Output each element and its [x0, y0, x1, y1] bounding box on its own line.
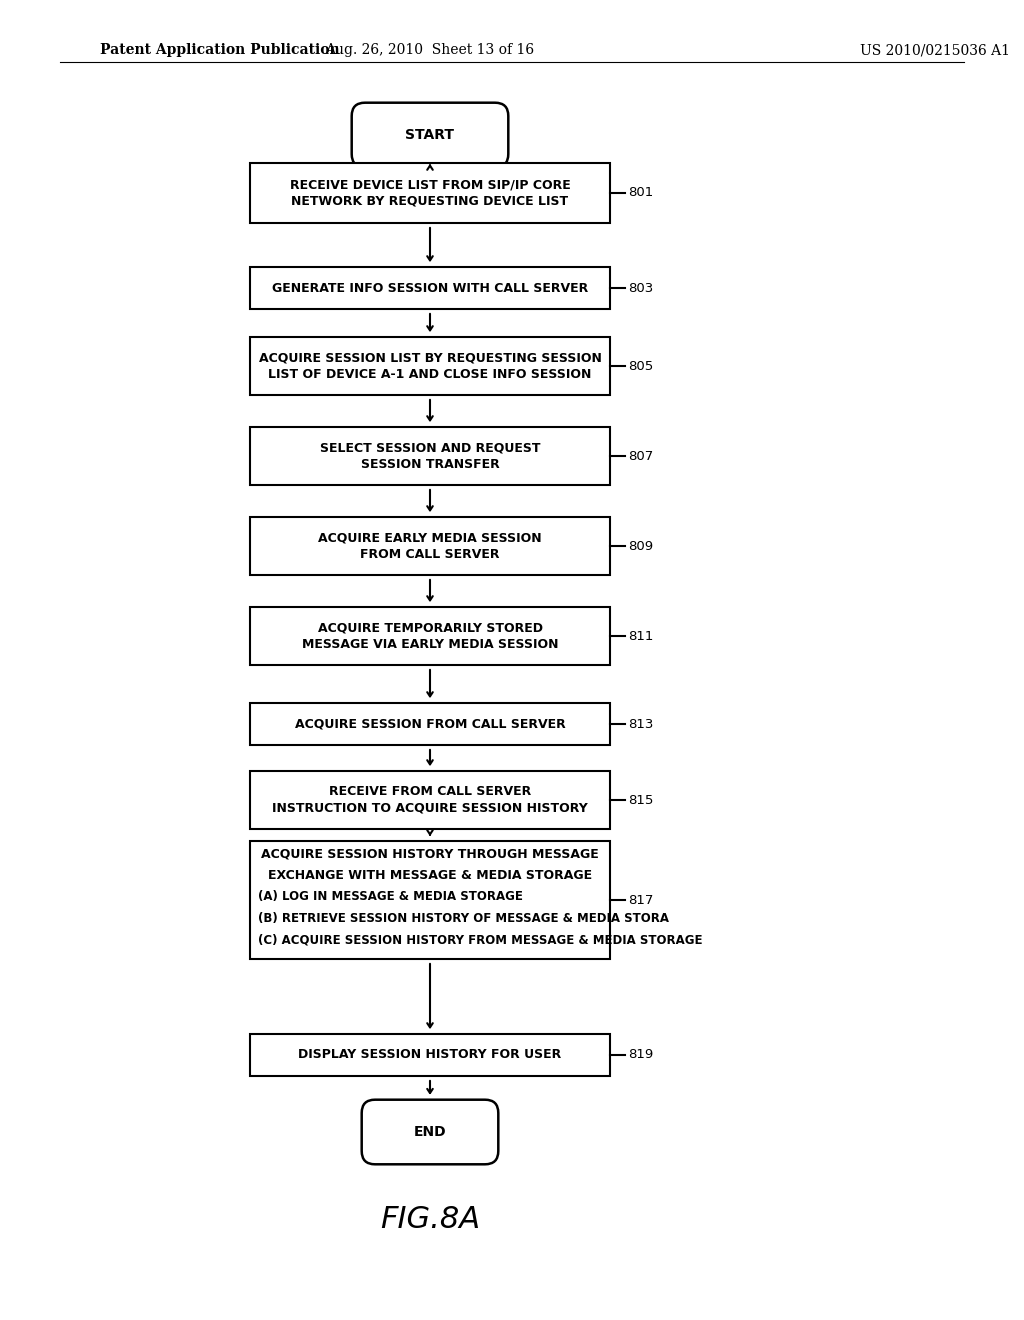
Text: SELECT SESSION AND REQUEST: SELECT SESSION AND REQUEST: [319, 441, 541, 454]
Text: (C) ACQUIRE SESSION HISTORY FROM MESSAGE & MEDIA STORAGE: (C) ACQUIRE SESSION HISTORY FROM MESSAGE…: [258, 933, 702, 946]
Text: 817: 817: [628, 894, 653, 907]
Text: INSTRUCTION TO ACQUIRE SESSION HISTORY: INSTRUCTION TO ACQUIRE SESSION HISTORY: [272, 801, 588, 814]
Text: NETWORK BY REQUESTING DEVICE LIST: NETWORK BY REQUESTING DEVICE LIST: [292, 195, 568, 209]
Text: FROM CALL SERVER: FROM CALL SERVER: [360, 548, 500, 561]
Bar: [250, 162, 610, 223]
Bar: [250, 607, 610, 665]
Text: 807: 807: [628, 450, 653, 462]
Bar: [250, 1034, 610, 1076]
Text: EXCHANGE WITH MESSAGE & MEDIA STORAGE: EXCHANGE WITH MESSAGE & MEDIA STORAGE: [268, 869, 592, 882]
FancyBboxPatch shape: [351, 103, 508, 168]
Text: 811: 811: [628, 630, 653, 643]
Text: 819: 819: [628, 1048, 653, 1061]
Text: DISPLAY SESSION HISTORY FOR USER: DISPLAY SESSION HISTORY FOR USER: [298, 1048, 561, 1061]
Text: 809: 809: [628, 540, 653, 553]
Bar: [250, 771, 610, 829]
Bar: [250, 267, 610, 309]
Text: Patent Application Publication: Patent Application Publication: [100, 44, 340, 57]
Bar: [250, 426, 610, 484]
Text: 805: 805: [628, 359, 653, 372]
Text: RECEIVE DEVICE LIST FROM SIP/IP CORE: RECEIVE DEVICE LIST FROM SIP/IP CORE: [290, 178, 570, 191]
Bar: [250, 517, 610, 576]
Text: SESSION TRANSFER: SESSION TRANSFER: [360, 458, 500, 471]
Text: 813: 813: [628, 718, 653, 730]
Text: ACQUIRE SESSION FROM CALL SERVER: ACQUIRE SESSION FROM CALL SERVER: [295, 718, 565, 730]
Text: GENERATE INFO SESSION WITH CALL SERVER: GENERATE INFO SESSION WITH CALL SERVER: [272, 281, 588, 294]
Text: MESSAGE VIA EARLY MEDIA SESSION: MESSAGE VIA EARLY MEDIA SESSION: [302, 638, 558, 651]
Text: LIST OF DEVICE A-1 AND CLOSE INFO SESSION: LIST OF DEVICE A-1 AND CLOSE INFO SESSIO…: [268, 367, 592, 380]
Text: Aug. 26, 2010  Sheet 13 of 16: Aug. 26, 2010 Sheet 13 of 16: [326, 44, 535, 57]
Text: ACQUIRE TEMPORARILY STORED: ACQUIRE TEMPORARILY STORED: [317, 622, 543, 635]
Text: (A) LOG IN MESSAGE & MEDIA STORAGE: (A) LOG IN MESSAGE & MEDIA STORAGE: [258, 890, 523, 903]
Text: END: END: [414, 1125, 446, 1139]
Text: RECEIVE FROM CALL SERVER: RECEIVE FROM CALL SERVER: [329, 785, 531, 799]
Bar: [250, 841, 610, 960]
Bar: [250, 337, 610, 395]
Text: ACQUIRE SESSION LIST BY REQUESTING SESSION: ACQUIRE SESSION LIST BY REQUESTING SESSI…: [259, 351, 601, 364]
Text: 801: 801: [628, 186, 653, 199]
FancyBboxPatch shape: [361, 1100, 499, 1164]
Text: ACQUIRE EARLY MEDIA SESSION: ACQUIRE EARLY MEDIA SESSION: [318, 532, 542, 544]
Text: 815: 815: [628, 793, 653, 807]
Text: US 2010/0215036 A1: US 2010/0215036 A1: [860, 44, 1010, 57]
Text: FIG.8A: FIG.8A: [380, 1205, 480, 1234]
Bar: [250, 704, 610, 744]
Text: 803: 803: [628, 281, 653, 294]
Text: ACQUIRE SESSION HISTORY THROUGH MESSAGE: ACQUIRE SESSION HISTORY THROUGH MESSAGE: [261, 847, 599, 861]
Text: START: START: [406, 128, 455, 143]
Text: (B) RETRIEVE SESSION HISTORY OF MESSAGE & MEDIA STORA: (B) RETRIEVE SESSION HISTORY OF MESSAGE …: [258, 912, 669, 925]
